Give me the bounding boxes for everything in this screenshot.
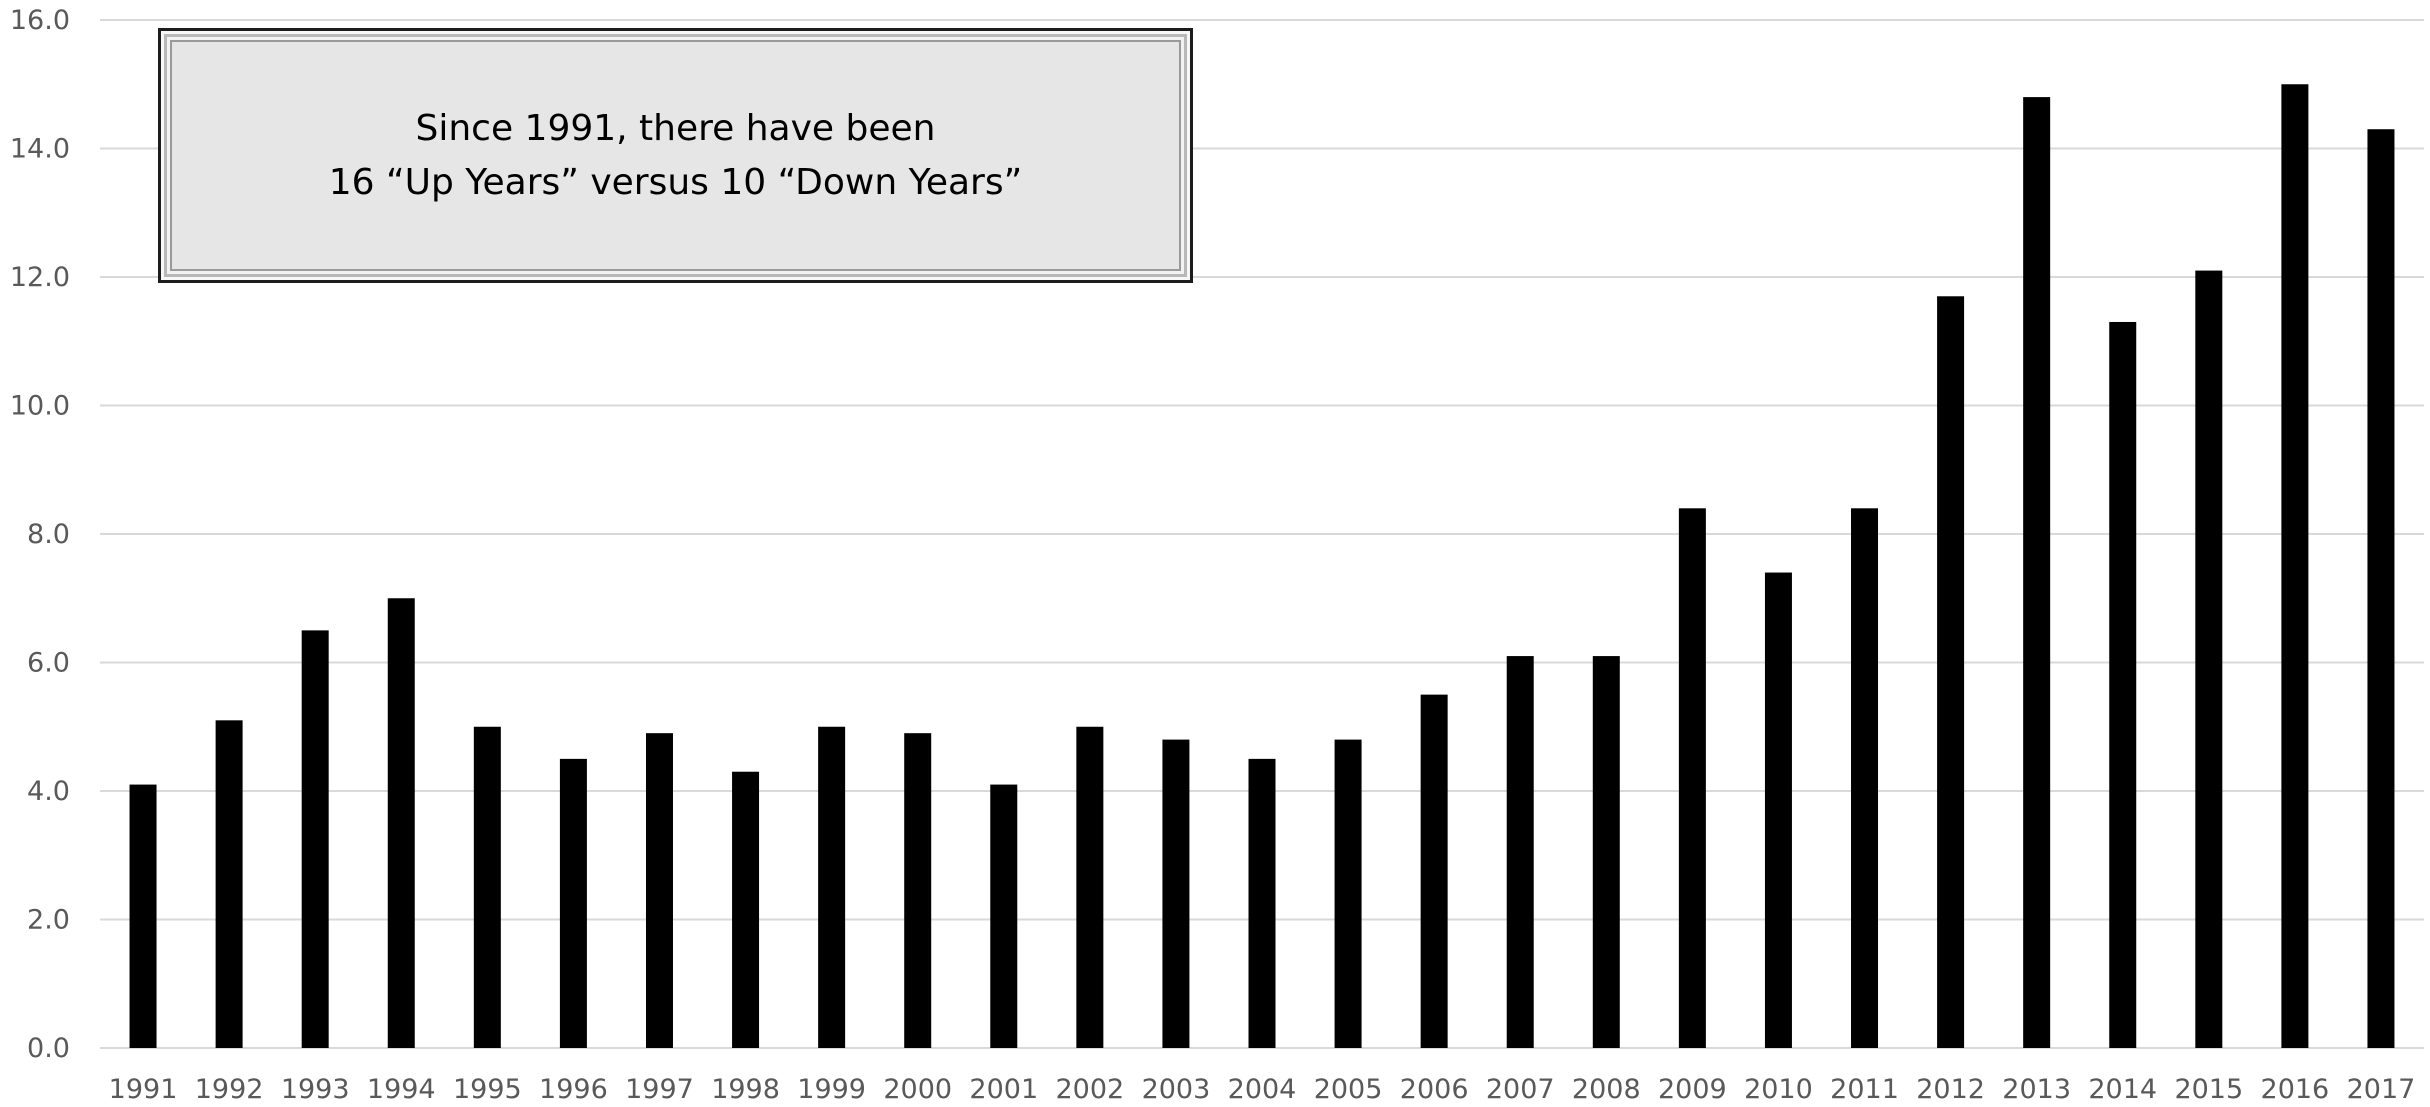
y-tick-label: 8.0 <box>27 519 70 550</box>
x-tick-label: 2017 <box>2347 1074 2416 1105</box>
x-axis-tick-labels: 1991 1992 1993 1994 1995 1996 1997 1998 1999 2000… <box>109 1074 2416 1105</box>
x-tick-label: 2002 <box>1055 1074 1124 1105</box>
x-tick-label: 2008 <box>1572 1074 1641 1105</box>
x-tick-label: 2015 <box>2174 1074 2243 1105</box>
x-tick-label: 2003 <box>1142 1074 1211 1105</box>
x-tick-label: 1993 <box>281 1074 350 1105</box>
y-tick-label: 14.0 <box>10 134 70 165</box>
bar-1993 <box>301 630 329 1048</box>
bar-2011 <box>1851 508 1879 1048</box>
x-tick-label: 1997 <box>625 1074 694 1105</box>
bar-2014 <box>2109 321 2137 1049</box>
bar-1999 <box>818 726 846 1048</box>
bar-2005 <box>1334 739 1362 1048</box>
annotation-box: Since 1991, there have been 16 “Up Years… <box>158 28 1193 283</box>
y-tick-label: 6.0 <box>27 648 70 679</box>
bar-2006 <box>1420 694 1448 1048</box>
bar-2001 <box>990 784 1018 1048</box>
x-tick-label: 2004 <box>1228 1074 1297 1105</box>
annotation-line-2: 16 “Up Years” versus 10 “Down Years” <box>328 161 1023 203</box>
y-axis-tick-labels: 0.0 2.0 4.0 6.0 8.0 10.0 12.0 14.0 16.0 <box>10 5 70 1064</box>
bar-1998 <box>732 771 760 1048</box>
x-tick-label: 1998 <box>711 1074 780 1105</box>
bar-1991 <box>129 784 157 1048</box>
bar-2012 <box>1937 296 1965 1048</box>
x-tick-label: 2000 <box>883 1074 952 1105</box>
x-tick-label: 1995 <box>453 1074 522 1105</box>
x-tick-label: 2007 <box>1486 1074 1555 1105</box>
y-tick-label: 10.0 <box>10 391 70 422</box>
bar-2004 <box>1248 758 1276 1048</box>
y-tick-label: 4.0 <box>27 776 70 807</box>
x-tick-label: 1996 <box>539 1074 608 1105</box>
x-tick-label: 2010 <box>1744 1074 1813 1105</box>
bar-1994 <box>387 598 415 1048</box>
bar-1995 <box>473 726 501 1048</box>
bar-2009 <box>1678 508 1706 1048</box>
bar-2008 <box>1592 656 1620 1048</box>
bar-2017 <box>2367 129 2395 1049</box>
x-tick-label: 2005 <box>1314 1074 1383 1105</box>
bar-2002 <box>1076 726 1104 1048</box>
bar-2007 <box>1506 656 1534 1048</box>
bars <box>129 84 2395 1049</box>
y-tick-label: 12.0 <box>10 262 70 293</box>
y-tick-label: 0.0 <box>27 1033 70 1064</box>
bar-2013 <box>2023 97 2051 1049</box>
bar-2000 <box>904 733 932 1048</box>
bar-2016 <box>2281 84 2309 1048</box>
y-tick-label: 2.0 <box>27 905 70 936</box>
bar-1992 <box>215 720 243 1048</box>
bar-1996 <box>559 758 587 1048</box>
bar-2003 <box>1162 739 1190 1048</box>
bar-2015 <box>2195 270 2223 1048</box>
x-tick-label: 1991 <box>109 1074 178 1105</box>
y-tick-label: 16.0 <box>10 5 70 36</box>
bar-1997 <box>645 733 673 1048</box>
x-tick-label: 2006 <box>1400 1074 1469 1105</box>
bar-2010 <box>1764 572 1792 1048</box>
x-tick-label: 1992 <box>195 1074 264 1105</box>
x-tick-label: 2011 <box>1830 1074 1899 1105</box>
x-tick-label: 2016 <box>2261 1074 2330 1105</box>
x-tick-label: 2014 <box>2088 1074 2157 1105</box>
x-tick-label: 2009 <box>1658 1074 1727 1105</box>
annotation-line-1: Since 1991, there have been <box>415 107 936 149</box>
x-tick-label: 2013 <box>2002 1074 2071 1105</box>
x-tick-label: 1999 <box>797 1074 866 1105</box>
x-tick-label: 2012 <box>1916 1074 1985 1105</box>
x-tick-label: 2001 <box>969 1074 1038 1105</box>
x-tick-label: 1994 <box>367 1074 436 1105</box>
